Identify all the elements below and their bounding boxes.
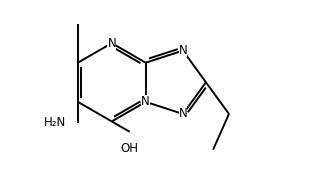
- Text: N: N: [179, 44, 187, 57]
- Text: N: N: [107, 37, 116, 50]
- Text: N: N: [179, 107, 187, 121]
- Text: N: N: [141, 95, 150, 108]
- Text: H₂N: H₂N: [44, 116, 66, 129]
- Text: OH: OH: [121, 142, 139, 155]
